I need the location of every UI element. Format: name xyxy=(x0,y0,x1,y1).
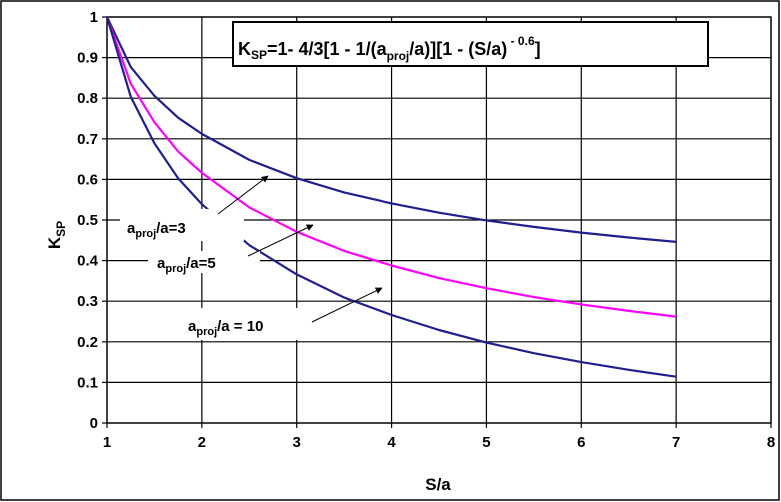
formula-exponent: - 0.6 xyxy=(507,34,535,48)
y-tick-label: 1 xyxy=(90,9,98,26)
y-axis-title-sub: SP xyxy=(54,221,68,237)
formula-part3: ] xyxy=(535,39,541,59)
y-tick-label: 0 xyxy=(90,415,98,432)
y-tick-label: 0.5 xyxy=(77,212,98,229)
y-tick-label: 0.7 xyxy=(77,131,98,148)
annotation-aproj-3-bg xyxy=(120,209,244,241)
formula-part1: =1- 4/3[1 - 1/(a xyxy=(267,39,388,59)
y-tick-label: 0.2 xyxy=(77,334,98,351)
x-axis-title: S/a xyxy=(425,475,451,494)
y-tick-label: 0.3 xyxy=(77,293,98,310)
formula-part2: /a)][1 - (S/a) xyxy=(409,39,507,59)
annotation-aproj-10: aproj/a = 10 xyxy=(178,287,383,340)
series-line-1 xyxy=(105,16,677,318)
series-line-2 xyxy=(105,16,677,378)
x-tick-label: 4 xyxy=(387,434,396,451)
y-axis-title-main: K xyxy=(45,236,64,249)
x-tick-label: 2 xyxy=(198,434,206,451)
y-tick-label: 0.4 xyxy=(77,253,99,270)
annotation-aproj-3-arrow xyxy=(217,175,269,215)
formula-text: KSP=1- 4/3[1 - 1/(aproj/a)][1 - (S/a) - … xyxy=(238,34,541,63)
annotation-aproj-5-text: aproj/a=5 xyxy=(157,255,216,275)
y-tick-label: 0.1 xyxy=(77,374,98,391)
annotation-aproj-10-bg xyxy=(178,308,310,340)
annotation-aproj-5-bg xyxy=(148,251,260,273)
series-layer xyxy=(105,16,677,378)
series-line-0 xyxy=(106,16,677,243)
x-tick-label: 7 xyxy=(672,434,680,451)
annotation-aproj-10-arrow xyxy=(311,287,383,323)
x-tick-label: 5 xyxy=(482,434,490,451)
formula-box-frame xyxy=(232,21,709,67)
formula-part1-sub: proj xyxy=(387,49,410,63)
x-tick-label: 6 xyxy=(577,434,585,451)
x-tick-label: 1 xyxy=(103,434,111,451)
annotation-aproj-5-arrow xyxy=(247,224,314,257)
y-axis-title: KSP xyxy=(45,221,68,249)
formula-lhs-sub: SP xyxy=(251,48,267,62)
x-tick-label: 3 xyxy=(293,434,301,451)
annotation-aproj-5: aproj/a=5 xyxy=(148,224,314,275)
annotation-aproj-3: aproj/a=3 xyxy=(120,175,269,241)
y-tick-label: 0.9 xyxy=(77,50,98,67)
annotation-aproj-3-text: aproj/a=3 xyxy=(127,220,186,240)
axis-ticks: 1 2 3 4 5 6 7 8 0 0.1 0.2 0.3 0.4 0.5 0.6 0.7 0.8 0.9 1 xyxy=(77,9,775,451)
formula-box: KSP=1- 4/3[1 - 1/(aproj/a)][1 - (S/a) - … xyxy=(232,21,709,67)
annotation-aproj-10-text: aproj/a = 10 xyxy=(188,318,263,338)
y-tick-label: 0.8 xyxy=(77,90,98,107)
gridlines xyxy=(107,17,771,423)
x-tick-label: 8 xyxy=(767,434,775,451)
formula-lhs: K xyxy=(238,39,251,59)
y-tick-label: 0.6 xyxy=(77,171,98,188)
svg-text:KSP: KSP xyxy=(45,221,68,249)
